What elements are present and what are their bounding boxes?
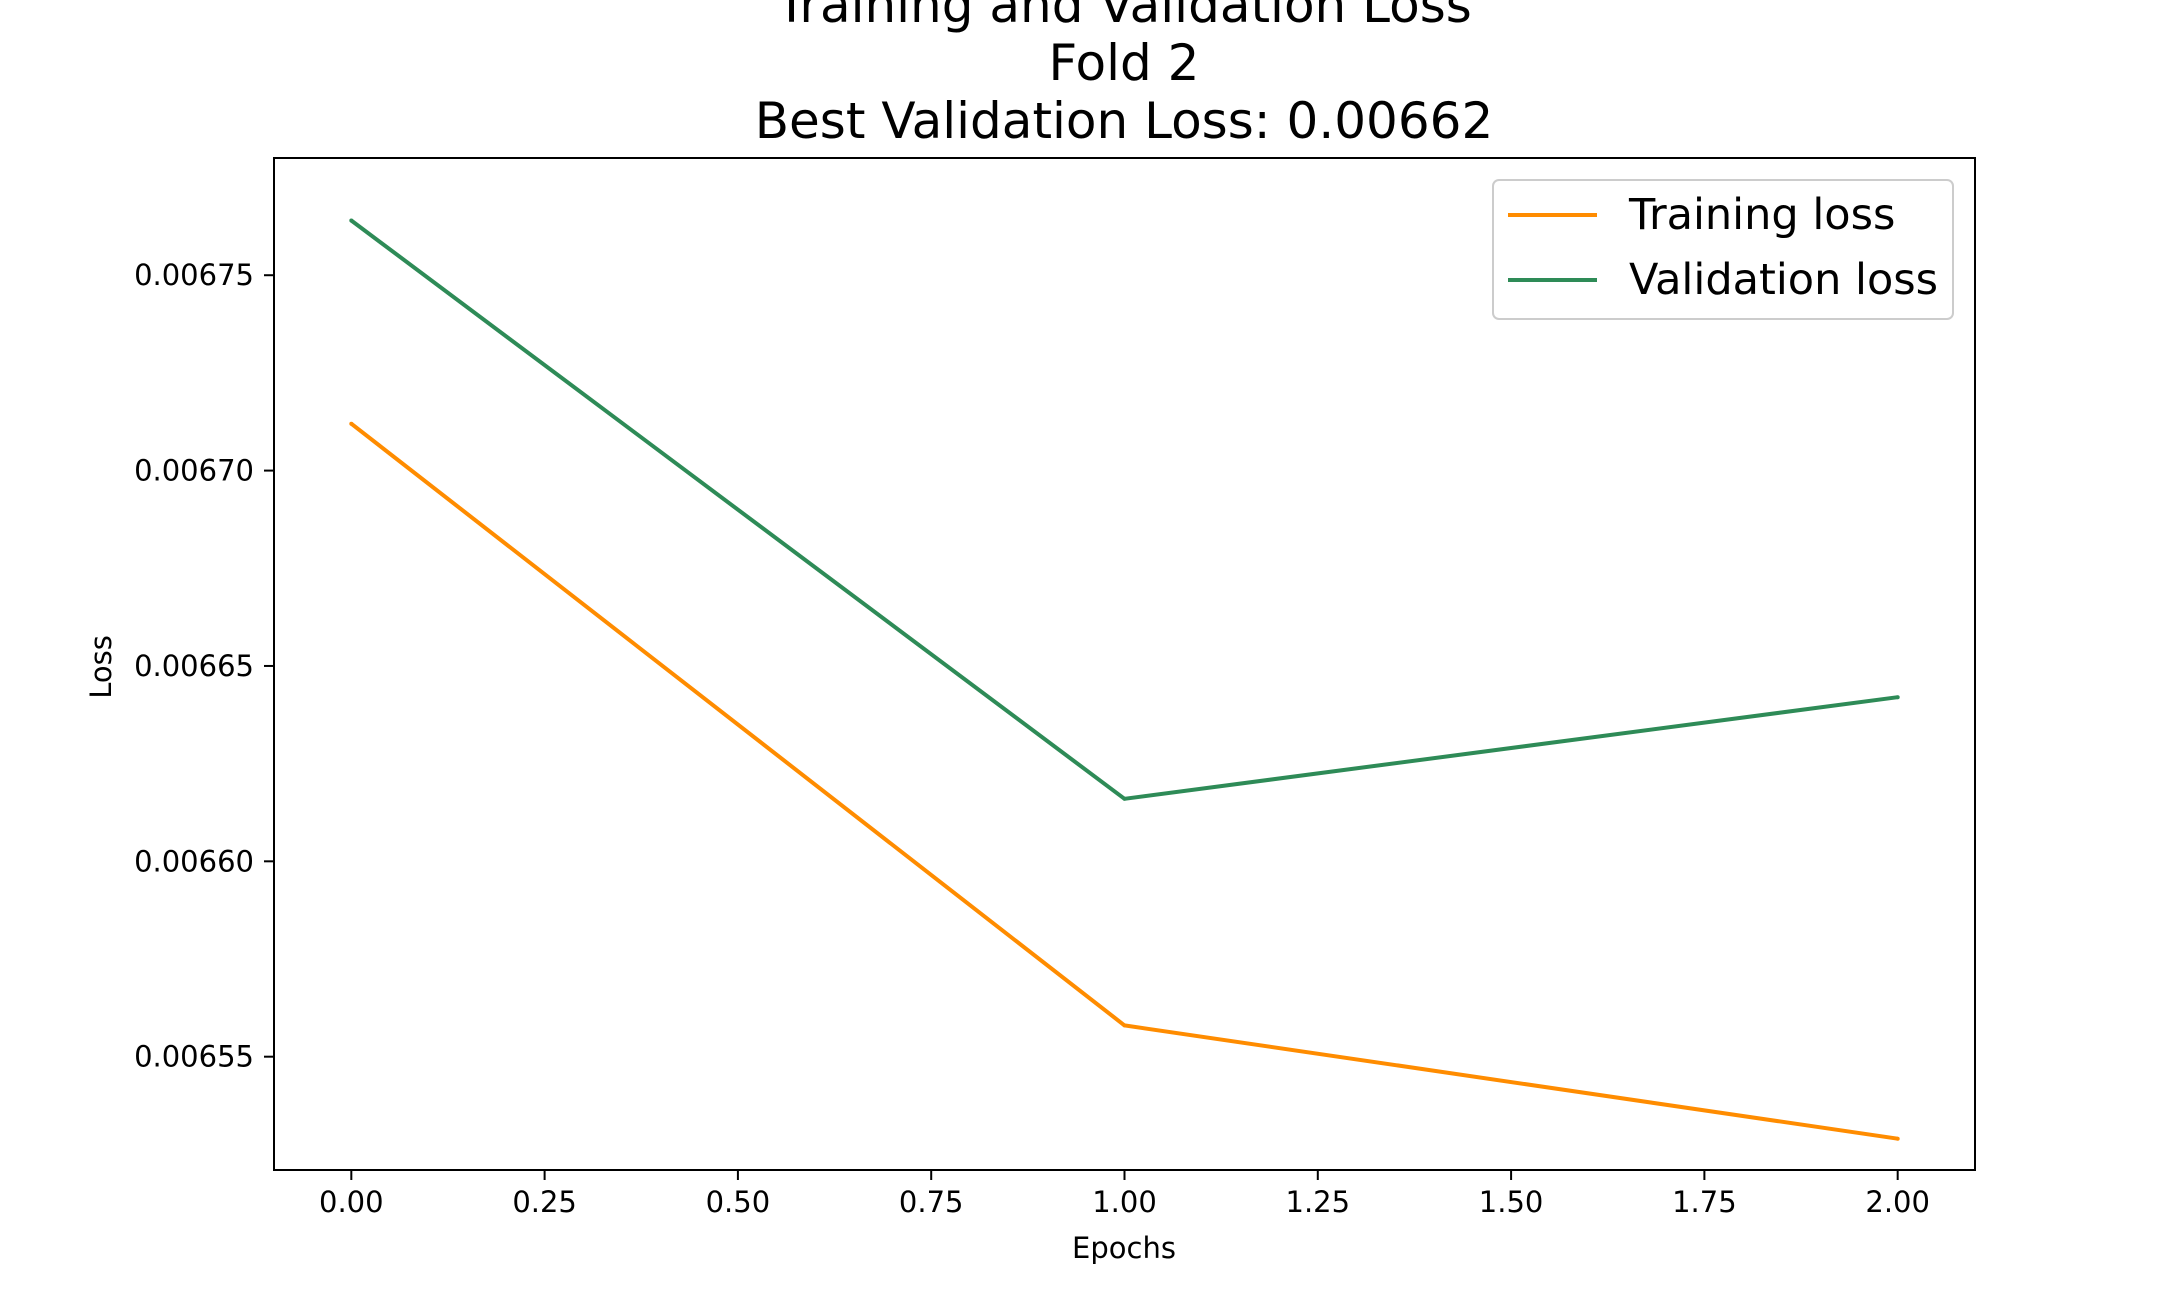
x-tick-label: 0.00 <box>319 1185 384 1219</box>
x-tick-label: 0.50 <box>706 1185 771 1219</box>
y-tick-label: 0.00670 <box>134 454 254 488</box>
x-tick-label: 0.25 <box>512 1185 577 1219</box>
x-axis-ticks: 0.00 0.25 0.50 0.75 1.00 1.25 1.50 1.75 2.00 <box>319 1170 1930 1219</box>
chart-title: Training and Validation Loss Fold 2 Best… <box>755 0 1494 150</box>
legend-label-validation-loss: Validation loss <box>1629 255 1938 305</box>
chart-title-line-2: Fold 2 <box>1049 34 1200 92</box>
x-tick-label: 1.50 <box>1479 1185 1544 1219</box>
data-point-validation-loss-0 <box>349 218 354 223</box>
series-line-training-loss <box>350 422 1898 1141</box>
data-point-training-loss-0 <box>349 421 354 426</box>
data-point-training-loss-2 <box>1895 1136 1900 1141</box>
x-tick-label: 1.75 <box>1672 1185 1737 1219</box>
legend-label-training-loss: Training loss <box>1628 190 1895 240</box>
x-tick-label: 1.25 <box>1286 1185 1351 1219</box>
y-axis-ticks: 0.00655 0.00660 0.00665 0.00670 0.00675 <box>134 258 274 1074</box>
y-tick-label: 0.00655 <box>134 1040 254 1074</box>
y-axis-label: Loss <box>84 635 118 699</box>
legend: Training loss Validation loss <box>1492 179 1954 320</box>
y-tick-label: 0.00675 <box>134 258 254 292</box>
y-tick-label: 0.00660 <box>134 844 254 878</box>
plot-area-frame <box>273 157 1976 1171</box>
legend-box <box>1492 179 1954 320</box>
x-axis-label: Epochs <box>1072 1231 1176 1265</box>
x-tick-label: 2.00 <box>1865 1185 1930 1219</box>
chart-title-line-3: Best Validation Loss: 0.00662 <box>755 92 1494 150</box>
x-tick-label: 0.75 <box>899 1185 964 1219</box>
series-layer <box>349 218 1900 1141</box>
x-tick-label: 1.00 <box>1092 1185 1157 1219</box>
data-point-validation-loss-2 <box>1895 695 1900 700</box>
data-point-validation-loss-1 <box>1122 796 1127 801</box>
y-tick-label: 0.00665 <box>134 649 254 683</box>
chart-title-line-1: Training and Validation Loss <box>775 0 1472 34</box>
data-point-training-loss-1 <box>1122 1023 1127 1028</box>
